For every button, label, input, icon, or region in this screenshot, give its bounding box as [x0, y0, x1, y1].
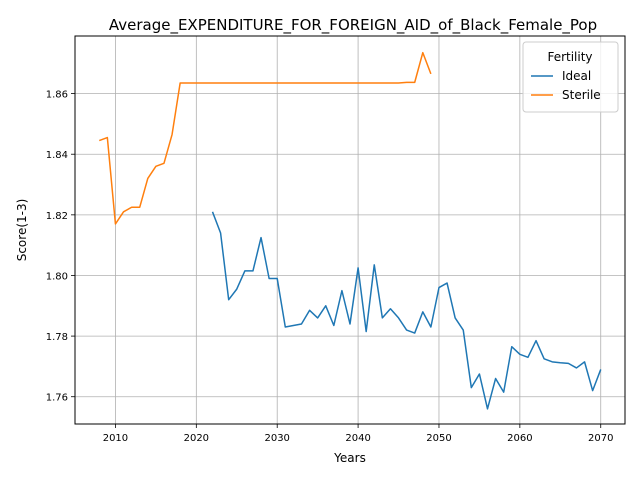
- y-tick-label: 1.76: [46, 393, 68, 404]
- x-tick-label: 2010: [103, 433, 128, 444]
- y-tick-label: 1.80: [46, 271, 68, 282]
- chart-title: Average_EXPENDITURE_FOR_FOREIGN_AID_of_B…: [109, 16, 597, 35]
- y-tick-label: 1.78: [46, 332, 68, 343]
- x-tick-label: 2050: [426, 433, 451, 444]
- y-tick-label: 1.84: [46, 150, 68, 161]
- y-tick-label: 1.82: [46, 211, 68, 222]
- x-tick-label: 2060: [507, 433, 532, 444]
- x-axis-label: Years: [333, 451, 366, 465]
- x-tick-label: 2070: [588, 433, 613, 444]
- legend-label-ideal: Ideal: [562, 69, 591, 83]
- x-tick-label: 2030: [264, 433, 289, 444]
- x-tick-label: 2040: [345, 433, 370, 444]
- legend-label-sterile: Sterile: [562, 88, 601, 102]
- y-tick-label: 1.86: [46, 90, 68, 101]
- x-tick-label: 2020: [184, 433, 209, 444]
- y-axis-label: Score(1-3): [15, 199, 29, 262]
- legend: Fertility Ideal Sterile: [523, 42, 618, 112]
- legend-title: Fertility: [547, 50, 592, 64]
